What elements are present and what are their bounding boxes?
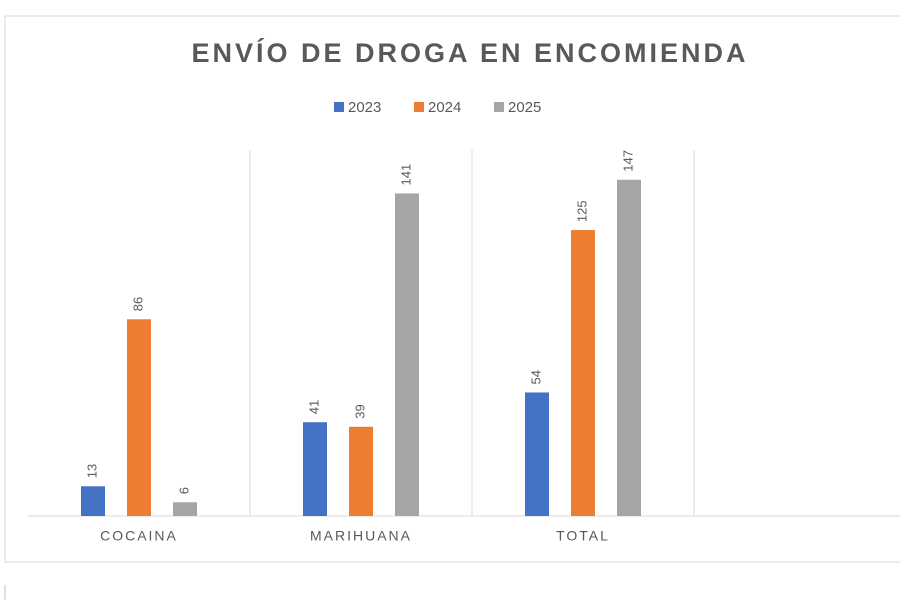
- bar: [81, 486, 105, 516]
- chart-title: ENVÍO DE DROGA EN ENCOMIENDA: [191, 37, 748, 68]
- legend-label: 2025: [508, 99, 541, 116]
- x-tick-label: COCAINA: [100, 528, 178, 544]
- data-label: 125: [574, 200, 589, 222]
- data-label: 54: [528, 370, 543, 384]
- data-label: 86: [130, 297, 145, 311]
- data-label: 39: [352, 404, 367, 418]
- x-tick-label: MARIHUANA: [310, 528, 412, 544]
- chart-frame: [4, 15, 900, 563]
- data-label: 6: [176, 487, 191, 494]
- bar: [571, 230, 595, 516]
- bar: [395, 193, 419, 516]
- legend-swatch: [494, 102, 504, 112]
- x-tick-label: TOTAL: [556, 528, 610, 544]
- data-label: 13: [84, 464, 99, 478]
- bar: [303, 422, 327, 516]
- data-label: 41: [306, 400, 321, 414]
- data-label: 141: [398, 164, 413, 186]
- legend-swatch: [414, 102, 424, 112]
- legend-label: 2024: [428, 99, 461, 116]
- bar: [173, 502, 197, 516]
- data-label: 147: [620, 150, 635, 172]
- bar: [127, 319, 151, 516]
- bar: [617, 179, 641, 517]
- bar: [349, 426, 373, 516]
- bar: [525, 392, 549, 516]
- legend-label: 2023: [348, 99, 381, 116]
- legend-swatch: [334, 102, 344, 112]
